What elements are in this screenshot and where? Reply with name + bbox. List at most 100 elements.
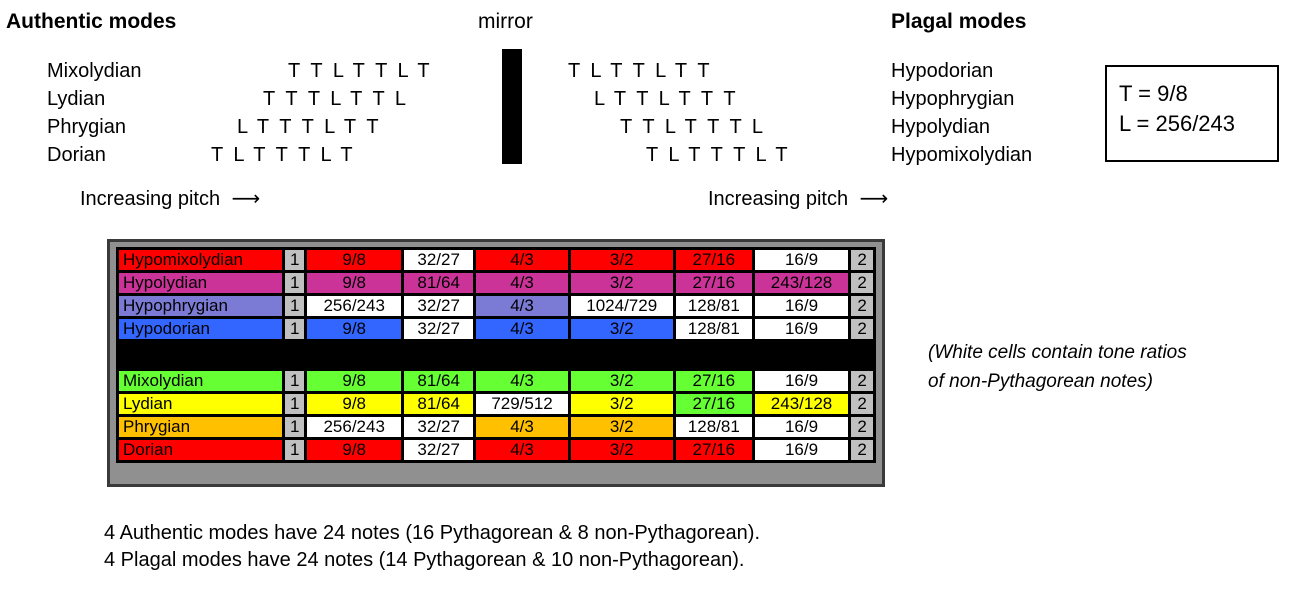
ratio-grid: Hypomixolydian 1 9/8 32/27 4/3 3/2 27/16 16/9 2 H… (116, 247, 876, 463)
ratio-cell: 32/27 (403, 250, 474, 270)
ratio-cell: 32/27 (403, 417, 474, 437)
ratio-cell: 27/16 (675, 250, 752, 270)
ratio-cell: 4/3 (476, 417, 568, 437)
ratio-cell: 256/243 (307, 296, 401, 316)
ratio-cell: 27/16 (675, 371, 752, 391)
limma-ratio-formula: L = 256/243 (1119, 111, 1236, 136)
ratio-cell: 2 (851, 417, 873, 437)
table-row: Lydian 1 9/8 81/64 729/512 3/2 27/16 243/128 2 (119, 394, 873, 414)
ratio-cell: 4/3 (476, 273, 568, 293)
ratio-cell: 1 (284, 273, 305, 293)
ratio-cell: 2 (851, 250, 873, 270)
ratio-cell: 2 (851, 440, 873, 460)
mirror-heading: mirror (478, 10, 533, 33)
ratio-cell: 4/3 (476, 371, 568, 391)
pitch-label-text: Increasing pitch (80, 188, 221, 210)
ratio-cell: 3/2 (570, 440, 673, 460)
ratio-cell: 2 (851, 273, 873, 293)
plagal-interval-sequence: LTTLTTT (594, 88, 746, 110)
authentic-mode-name: Mixolydian (47, 60, 142, 82)
authentic-interval-sequence: TTLTTLT (288, 60, 440, 82)
mode-name-cell: Hypomixolydian (119, 250, 282, 270)
ratio-cell: 9/8 (307, 371, 401, 391)
summary-line-authentic: 4 Authentic modes have 24 notes (16 Pyth… (104, 522, 760, 544)
ratio-cell: 2 (851, 394, 873, 414)
plagal-mode-name: Hypomixolydian (891, 144, 1033, 166)
authentic-interval-sequence: TLTTTLT (211, 144, 363, 166)
mode-name-cell: Hypolydian (119, 273, 282, 293)
ratio-cell: 32/27 (403, 440, 474, 460)
ratio-cell: 1 (284, 250, 305, 270)
mode-name-cell: Lydian (119, 394, 282, 414)
white-cells-note: (White cells contain tone ratios of non-… (928, 338, 1187, 396)
mode-name-cell: Phrygian (119, 417, 282, 437)
ratio-cell: 81/64 (403, 394, 474, 414)
ratio-cell: 81/64 (403, 273, 474, 293)
separator-cell (119, 342, 873, 368)
ratio-cell: 2 (851, 296, 873, 316)
ratio-cell: 27/16 (675, 440, 752, 460)
ratio-cell: 3/2 (570, 273, 673, 293)
table-row: Dorian 1 9/8 32/27 4/3 3/2 27/16 16/9 2 (119, 440, 873, 460)
ratio-cell: 16/9 (754, 417, 849, 437)
summary-text: 4 Authentic modes have 24 notes (16 Pyth… (104, 520, 760, 574)
mode-name-cell: Dorian (119, 440, 282, 460)
increasing-pitch-label-left: Increasing pitch ⟶ (80, 186, 260, 211)
ratio-cell: 32/27 (403, 296, 474, 316)
ratio-cell: 1 (284, 440, 305, 460)
table-row: Mixolydian 1 9/8 81/64 4/3 3/2 27/16 16/9 2 (119, 371, 873, 391)
plagal-interval-sequence: TTLTTTL (620, 116, 774, 138)
ratio-cell: 2 (851, 371, 873, 391)
ratio-cell: 1 (284, 319, 305, 339)
ratio-cell: 16/9 (754, 371, 849, 391)
ratio-cell: 1 (284, 394, 305, 414)
right-arrow-icon: ⟶ (231, 188, 261, 210)
ratio-cell: 1 (284, 371, 305, 391)
interval-formula-box: T = 9/8 L = 256/243 (1105, 65, 1279, 162)
mirror-bar (502, 49, 522, 164)
table-row: Hypodorian 1 9/8 32/27 4/3 3/2 128/81 16/9 2 (119, 319, 873, 339)
ratio-cell: 3/2 (570, 371, 673, 391)
ratio-cell: 32/27 (403, 319, 474, 339)
ratio-cell: 27/16 (675, 394, 752, 414)
ratio-cell: 16/9 (754, 250, 849, 270)
mode-name-cell: Hypodorian (119, 319, 282, 339)
ratio-cell: 3/2 (570, 319, 673, 339)
ratio-cell: 4/3 (476, 296, 568, 316)
table-row: Hypophrygian 1 256/243 32/27 4/3 1024/729 128/… (119, 296, 873, 316)
plagal-mode-name: Hypodorian (891, 60, 994, 82)
table-row: Phrygian 1 256/243 32/27 4/3 3/2 128/81 16/9 2 (119, 417, 873, 437)
ratio-cell: 9/8 (307, 440, 401, 460)
ratio-cell: 3/2 (570, 250, 673, 270)
ratio-cell: 9/8 (307, 394, 401, 414)
authentic-mode-name: Lydian (47, 88, 106, 110)
ratio-cell: 243/128 (754, 273, 849, 293)
table-row: Hypolydian 1 9/8 81/64 4/3 3/2 27/16 243/128 2 (119, 273, 873, 293)
ratio-cell: 4/3 (476, 250, 568, 270)
mode-ratio-table: Hypomixolydian 1 9/8 32/27 4/3 3/2 27/16 16/9 2 H… (107, 239, 885, 487)
authentic-interval-sequence: TTTLTTL (263, 88, 417, 110)
ratio-cell: 9/8 (307, 250, 401, 270)
ratio-cell: 2 (851, 319, 873, 339)
right-arrow-icon: ⟶ (859, 188, 889, 210)
ratio-cell: 256/243 (307, 417, 401, 437)
plagal-interval-sequence: TLTTTLT (646, 144, 798, 166)
plagal-mode-name: Hypolydian (891, 116, 990, 138)
pitch-label-text: Increasing pitch (708, 188, 849, 210)
table-separator-row (119, 342, 873, 368)
ratio-cell: 243/128 (754, 394, 849, 414)
ratio-cell: 9/8 (307, 319, 401, 339)
ratio-cell: 128/81 (675, 417, 752, 437)
mode-name-cell: Hypophrygian (119, 296, 282, 316)
ratio-cell: 4/3 (476, 319, 568, 339)
ratio-cell: 16/9 (754, 440, 849, 460)
ratio-cell: 3/2 (570, 417, 673, 437)
plagal-interval-sequence: TLTTLTT (568, 60, 720, 82)
increasing-pitch-label-right: Increasing pitch ⟶ (708, 186, 888, 211)
authentic-interval-sequence: LTTTLTT (237, 116, 389, 138)
authentic-modes-heading: Authentic modes (6, 10, 177, 33)
plagal-modes-heading: Plagal modes (891, 10, 1027, 33)
authentic-mode-name: Phrygian (47, 116, 126, 138)
note-line: (White cells contain tone ratios (928, 342, 1187, 363)
summary-line-plagal: 4 Plagal modes have 24 notes (14 Pythago… (104, 549, 745, 571)
